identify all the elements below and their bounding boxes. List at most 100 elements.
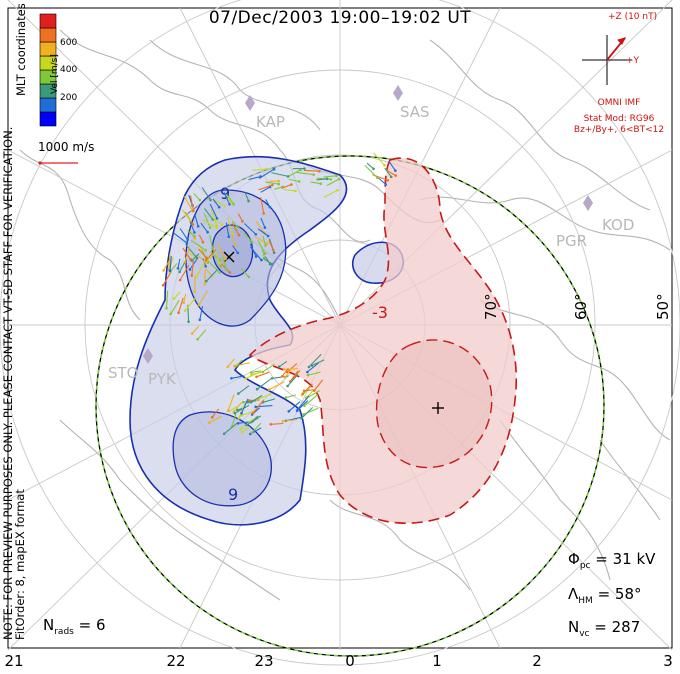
velocity-vector-origin [204, 265, 207, 268]
velocity-vector-origin [220, 223, 224, 227]
velocity-vector [244, 223, 257, 235]
velocity-vector-origin [177, 311, 180, 315]
velocity-vector-origin [215, 217, 219, 220]
velocity-vector-origin [283, 368, 286, 371]
velocity-vector-origin [198, 318, 202, 322]
velocity-vector [200, 222, 209, 233]
velocity-vector-origin [218, 258, 222, 262]
velocity-vector [179, 228, 189, 241]
velocity-vector [260, 197, 265, 214]
colorbar-tick: 200 [60, 93, 78, 103]
velocity-vector [257, 228, 269, 237]
velocity-vector [301, 407, 314, 419]
velocity-vector [286, 363, 298, 373]
velocity-vector [202, 219, 217, 229]
velocity-vector-origin [224, 257, 227, 261]
velocity-vector-origin [270, 262, 274, 266]
velocity-vector [207, 260, 221, 273]
velocity-vector-origin [206, 230, 209, 234]
velocity-vector [262, 363, 276, 373]
velocity-vector-origin [178, 270, 181, 274]
velocity-vector-origin [294, 189, 297, 193]
station-label-pyk: PYK [148, 370, 177, 388]
velocity-vectors [161, 152, 398, 436]
velocity-vector-origin [230, 377, 233, 380]
velocity-vector-origin [247, 199, 250, 203]
velocity-vector-origin [245, 423, 248, 427]
velocity-vector [233, 402, 243, 413]
velocity-vector-origin [183, 309, 187, 312]
velocity-vector [307, 371, 321, 376]
stat-value: = 58° [597, 585, 642, 603]
velocity-vector-origin [307, 365, 311, 369]
colorbar-tick: 600 [60, 38, 78, 48]
velocity-vector-origin [222, 432, 226, 436]
station-marker-icon [583, 195, 593, 211]
velocity-vector [198, 248, 208, 259]
colorbar-swatch [39, 13, 57, 29]
velocity-vector [183, 293, 187, 303]
velocity-vector-origin [236, 251, 240, 255]
velocity-vector-origin [168, 269, 172, 273]
preview-note: NOTE: FOR PREVIEW PURPOSES ONLY. PLEASE … [1, 127, 27, 640]
velocity-vector-origin [225, 268, 228, 271]
velocity-vector-origin [207, 421, 211, 424]
velocity-vector [231, 375, 245, 379]
velocity-vector [311, 359, 325, 366]
velocity-vector [228, 405, 239, 412]
velocity-vector [251, 370, 262, 373]
velocity-vector [231, 220, 239, 228]
velocity-vector-origin [386, 179, 390, 182]
velocity-vector [265, 181, 279, 185]
stat-symbol: Λ [568, 585, 579, 603]
velocity-vector-origin [272, 251, 276, 254]
velocity-vector-origin [161, 284, 165, 287]
velocity-vector [178, 297, 184, 313]
latitude-label-70: 70° [482, 293, 500, 320]
velocity-vector [271, 172, 289, 177]
station-label-kod: KOD [602, 216, 634, 234]
mlt-tick: 21 [4, 652, 24, 670]
velocity-vector-origin [372, 167, 375, 171]
velocity-vector [302, 383, 313, 395]
velocity-vector-origin [251, 411, 255, 415]
station-marker-icon [245, 95, 255, 111]
velocity-vector [249, 246, 262, 261]
velocity-vector-origin [265, 167, 269, 171]
velocity-vector-origin [193, 231, 196, 234]
velocity-vector [227, 217, 234, 234]
velocity-vector [364, 164, 378, 179]
stat-value: = 31 kV [595, 550, 656, 568]
latitude-label-50: 50° [654, 293, 672, 320]
stat-symbol: N [568, 618, 580, 636]
velocity-vector-origin [306, 373, 310, 377]
velocity-vector-origin [272, 167, 276, 171]
velocity-vector-origin [165, 306, 168, 310]
velocity-vector [240, 268, 250, 278]
velocity-vector-origin [336, 188, 339, 192]
velocity-vector-origin [277, 182, 281, 186]
velocity-vector-origin [306, 370, 309, 374]
velocity-vector [227, 358, 235, 368]
coordinate-label: MLT coordinates [14, 3, 28, 96]
velocity-vector-origin [266, 242, 269, 245]
velocity-vector-origin [263, 226, 267, 229]
velocity-vector [285, 394, 297, 399]
mlt-tick: 0 [345, 652, 355, 670]
velocity-vector-origin [203, 283, 207, 286]
velocity-vector [310, 181, 321, 185]
velocity-vector-origin [195, 256, 199, 260]
colorbar-swatch [39, 97, 57, 113]
velocity-vector [323, 175, 337, 178]
velocity-vector [205, 269, 218, 282]
velocity-vector-origin [312, 173, 316, 176]
velocity-vector-origin [296, 408, 300, 411]
velocity-vector [245, 371, 262, 380]
velocity-vector-origin [210, 416, 214, 419]
mlt-tick: 22 [166, 652, 186, 670]
velocity-vector [189, 221, 195, 233]
imf-y-label: +Y [626, 56, 640, 66]
velocity-vector-origin [301, 392, 305, 396]
velocity-vector-origin [250, 431, 253, 435]
velocity-vector-origin [195, 275, 198, 279]
